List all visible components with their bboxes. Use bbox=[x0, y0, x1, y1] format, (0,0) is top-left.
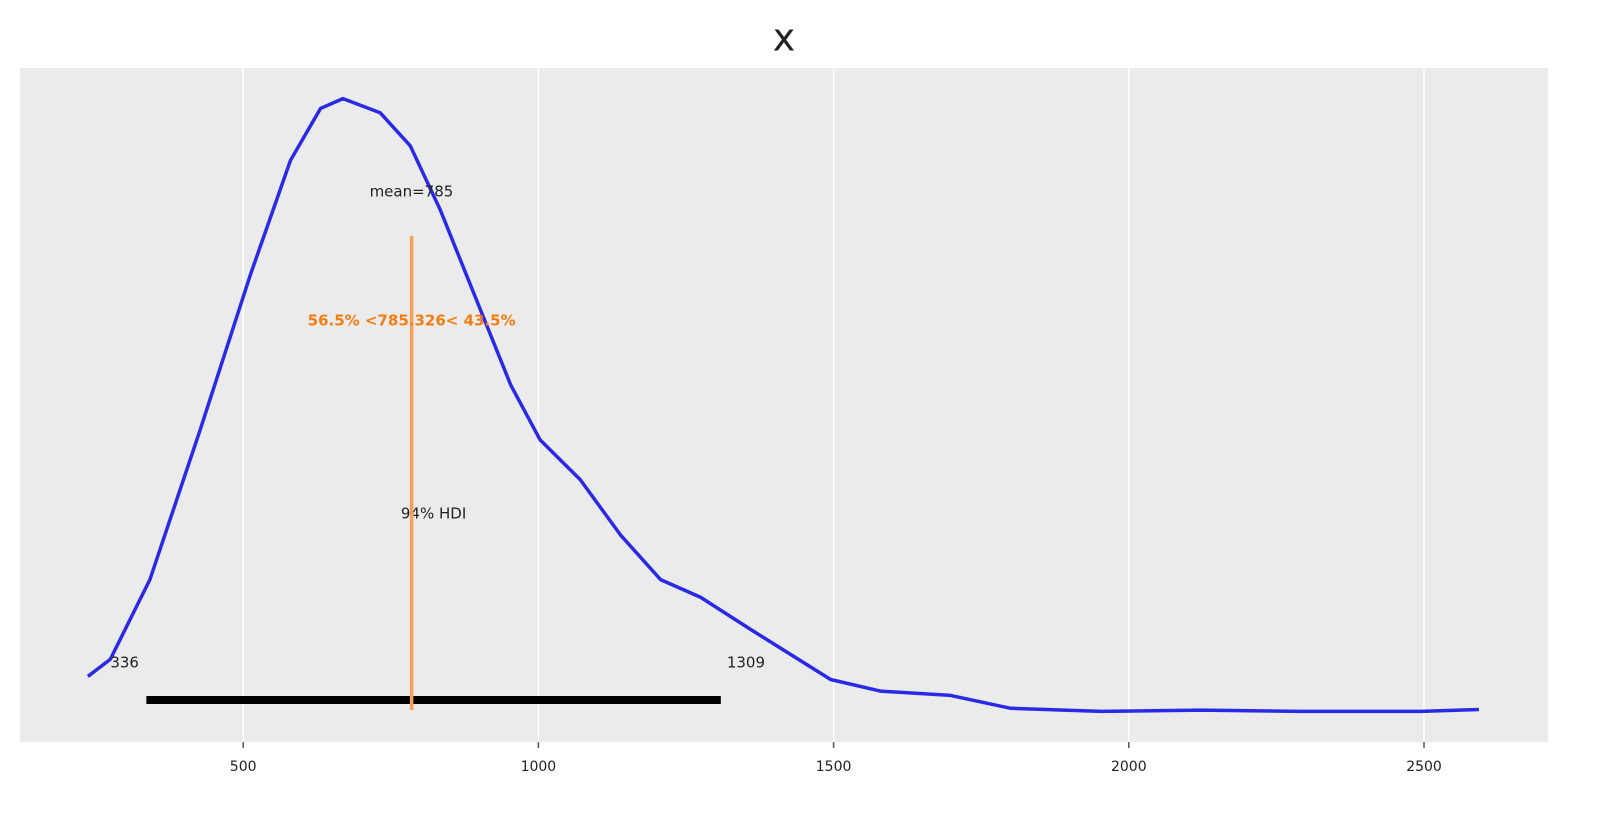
hdi-low-label: 336 bbox=[110, 654, 139, 672]
x-tick-label: 1500 bbox=[816, 759, 852, 775]
x-tick-label: 2500 bbox=[1406, 759, 1442, 775]
x-tick-label: 500 bbox=[230, 759, 257, 775]
hdi-label: 94% HDI bbox=[401, 505, 466, 523]
chart-title: x bbox=[773, 16, 796, 60]
hdi-high-label: 1309 bbox=[727, 654, 765, 672]
reference-label: 56.5% <785.326< 43.5% bbox=[308, 312, 516, 330]
x-tick-label: 2000 bbox=[1111, 759, 1147, 775]
x-tick-label: 1000 bbox=[521, 759, 557, 775]
mean-label: mean=785 bbox=[370, 183, 454, 201]
plot-area bbox=[20, 68, 1548, 742]
density-line bbox=[86, 96, 1479, 714]
